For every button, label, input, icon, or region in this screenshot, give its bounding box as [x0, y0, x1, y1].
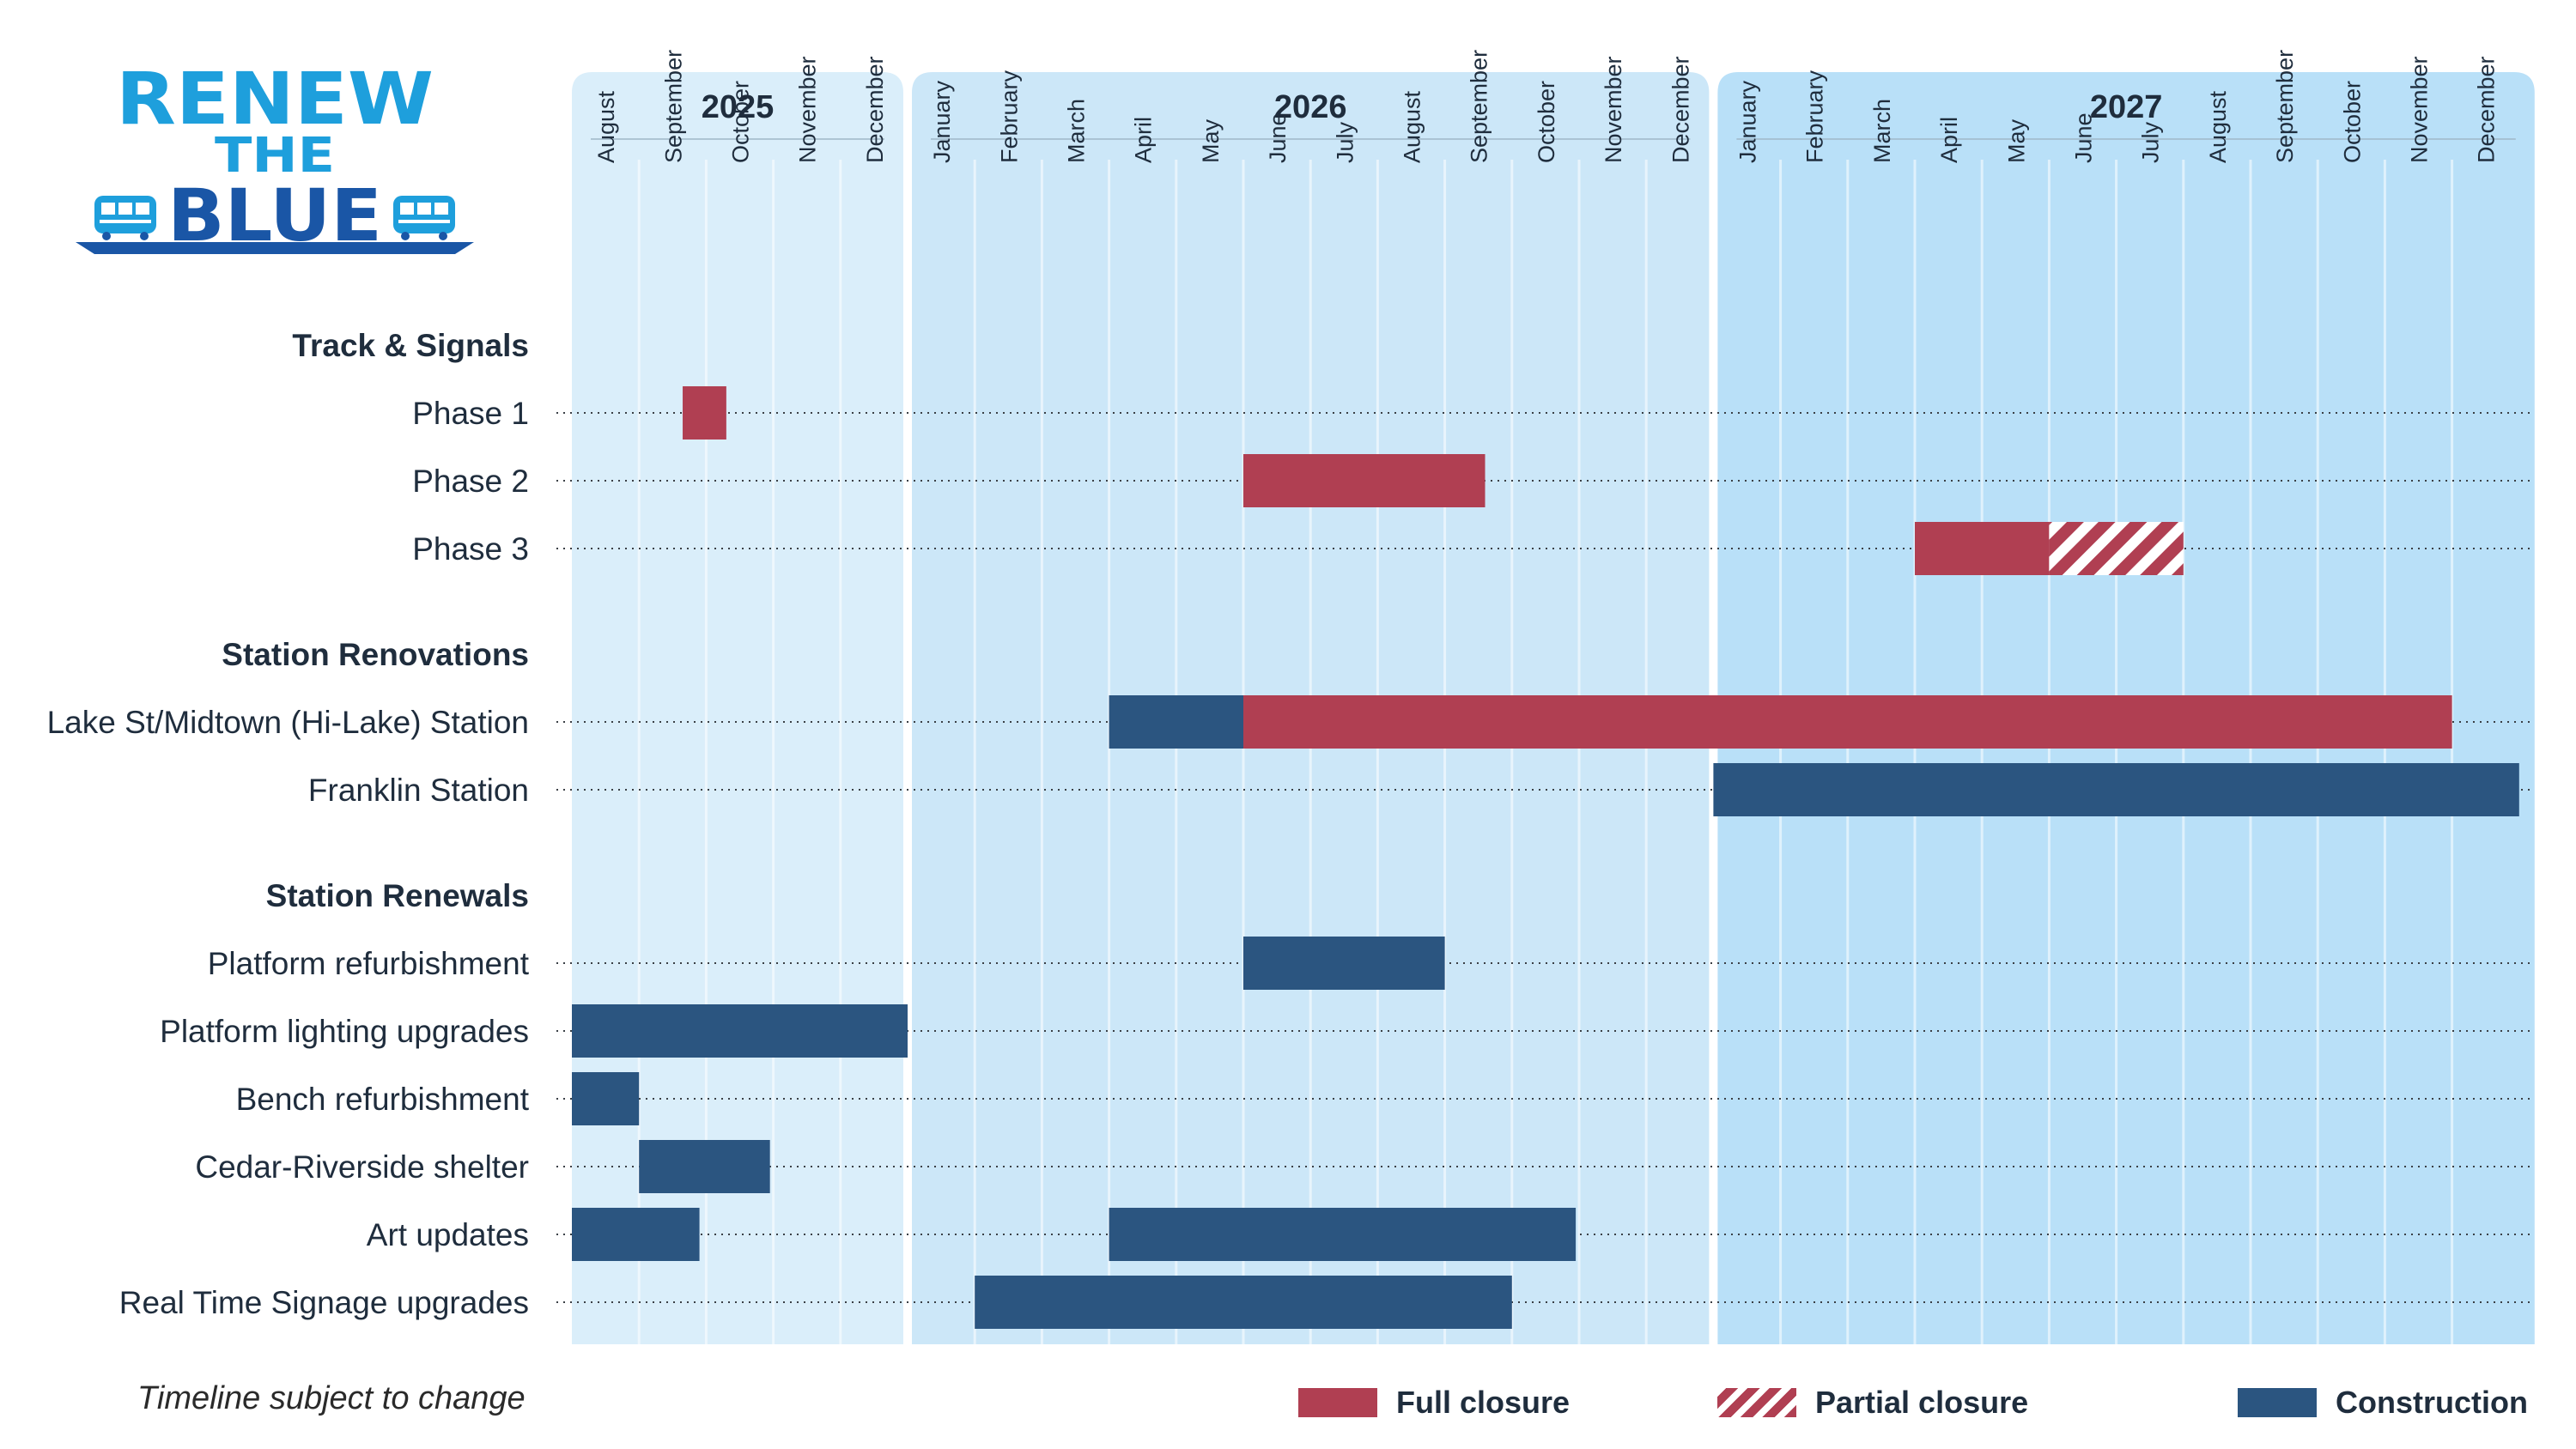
renew-the-blue-logo: RENEW THE BLUE [76, 60, 474, 258]
gantt-bar-construction [639, 1140, 770, 1193]
gantt-bar-partial [2049, 522, 2184, 575]
month-label: April [1936, 117, 1962, 163]
month-label: August [2205, 90, 2231, 163]
month-label: November [2407, 56, 2433, 163]
month-label: January [929, 80, 955, 163]
month-label: May [2003, 118, 2029, 163]
gantt-bar-full [1915, 522, 2050, 575]
logo-blue: BLUE [167, 173, 382, 258]
month-label: August [1400, 90, 1425, 163]
gantt-bar-full [1243, 695, 2452, 749]
row-label: Art updates [367, 1217, 529, 1252]
gantt-bar-construction [1713, 763, 2519, 816]
group-label: Station Renewals [266, 878, 529, 913]
legend-label-full: Full closure [1396, 1385, 1571, 1420]
legend-label-partial: Partial closure [1815, 1385, 2029, 1420]
month-label: July [1332, 121, 1358, 163]
month-label: December [862, 56, 888, 163]
row-label: Platform lighting upgrades [160, 1014, 529, 1049]
month-label: February [996, 70, 1022, 163]
group-label: Track & Signals [292, 328, 529, 363]
gantt-bar-full [683, 386, 726, 440]
gantt-bar-construction [1243, 937, 1445, 990]
month-label: March [1064, 99, 1090, 163]
month-label: February [1802, 70, 1828, 163]
gantt-bar-construction [975, 1276, 1512, 1329]
gantt-bar-construction [572, 1072, 640, 1125]
row-label: Real Time Signage upgrades [119, 1285, 529, 1320]
month-label: September [1467, 50, 1492, 163]
row-label: Phase 3 [412, 531, 529, 567]
month-label: September [660, 50, 686, 163]
legend-partial-closure: Partial closure [1717, 1385, 2028, 1420]
month-label: July [2138, 121, 2164, 163]
month-label: June [1265, 112, 1291, 163]
month-label: May [1198, 118, 1224, 163]
month-label: August [593, 90, 619, 163]
month-label: June [2071, 112, 2097, 163]
month-label: March [1869, 99, 1895, 163]
month-label: November [795, 56, 821, 163]
logo-the: THE [215, 128, 335, 184]
month-label: October [2339, 81, 2365, 163]
row-label: Phase 2 [412, 464, 529, 499]
timeline-note: Timeline subject to change [137, 1380, 526, 1416]
month-label: January [1735, 80, 1761, 163]
month-label: November [1601, 56, 1626, 163]
legend-swatch-full [1298, 1388, 1377, 1417]
row-label: Lake St/Midtown (Hi-Lake) Station [47, 705, 529, 740]
row-label: Platform refurbishment [208, 946, 530, 981]
row-label: Cedar-Riverside shelter [195, 1149, 529, 1185]
month-label: September [2272, 50, 2298, 163]
train-icon [94, 196, 156, 240]
gantt-bar-construction [1109, 695, 1243, 749]
logo-renew: RENEW [116, 60, 434, 141]
month-label: October [1534, 81, 1559, 163]
train-icon [393, 196, 455, 240]
gantt-bar-construction [572, 1004, 908, 1058]
month-label: April [1131, 117, 1157, 163]
year-label: 2026 [1274, 89, 1347, 125]
month-label: October [728, 81, 754, 163]
legend-full-closure: Full closure [1298, 1385, 1570, 1420]
legend-swatch-construction [2238, 1388, 2317, 1417]
row-label: Phase 1 [412, 396, 529, 431]
month-label: December [1668, 56, 1693, 163]
month-label: December [2474, 56, 2500, 163]
legend-label-construction: Construction [2336, 1385, 2528, 1420]
group-label: Station Renovations [222, 637, 529, 672]
year-label: 2027 [2090, 89, 2163, 125]
row-label: Franklin Station [308, 773, 529, 808]
logo-track-base [76, 242, 474, 254]
gantt-bar-construction [572, 1208, 700, 1261]
gantt-bar-full [1243, 454, 1485, 507]
year-label: 2025 [702, 89, 775, 125]
legend-construction: Construction [2238, 1385, 2528, 1420]
legend-swatch-partial [1717, 1388, 1796, 1417]
gantt-bar-construction [1109, 1208, 1577, 1261]
row-label: Bench refurbishment [236, 1082, 530, 1117]
